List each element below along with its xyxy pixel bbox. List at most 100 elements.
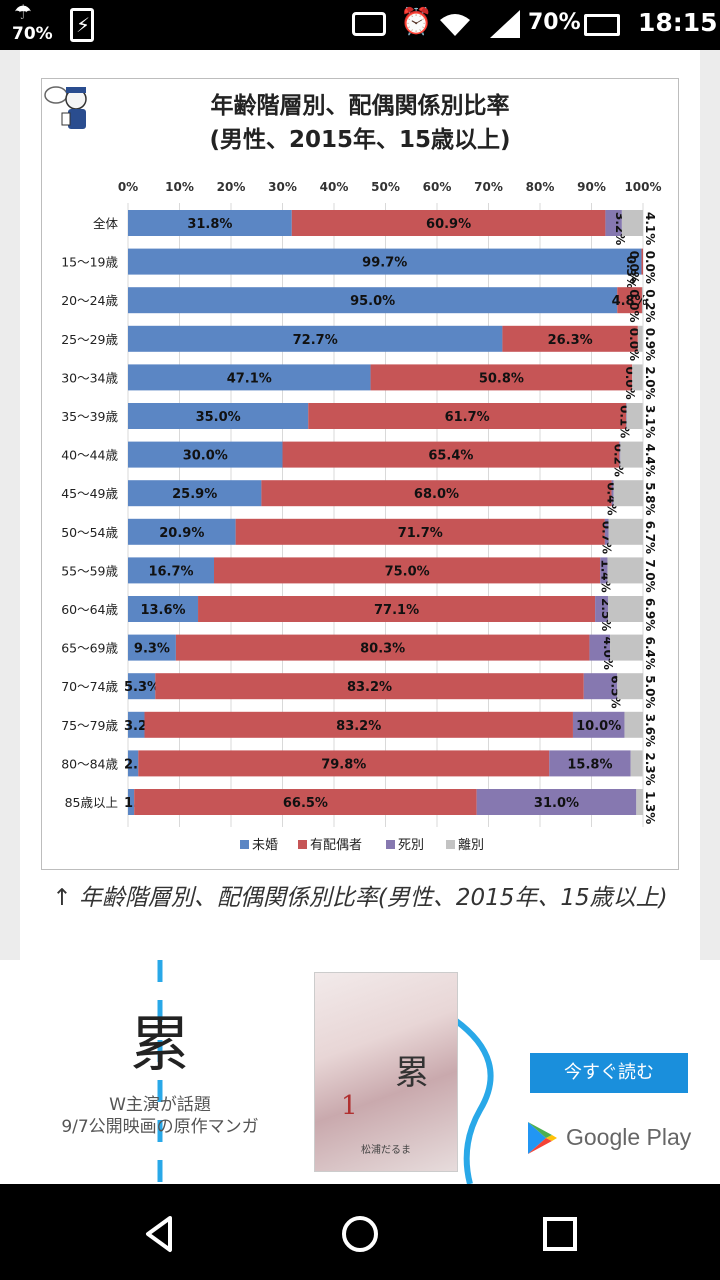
category-label: 85歳以上 xyxy=(65,795,118,810)
data-label: 13.6% xyxy=(140,603,185,618)
bar-segment xyxy=(626,403,627,429)
bar-segment xyxy=(502,325,638,352)
category-label: 75〜79歳 xyxy=(61,718,118,733)
data-label: 0.0% xyxy=(627,289,641,322)
data-label: 0.0% xyxy=(627,251,641,284)
data-label: 6.9% xyxy=(643,598,657,631)
bar-segment xyxy=(617,673,643,700)
bar-segment xyxy=(128,441,283,468)
read-now-button[interactable]: 今すぐ読む xyxy=(530,1053,688,1093)
bar-segment xyxy=(128,325,503,352)
bar-segment xyxy=(128,480,262,507)
bar-segment xyxy=(144,711,573,738)
data-label: 35.0% xyxy=(196,410,241,425)
data-label: 6.4% xyxy=(643,637,657,670)
data-label: 10.0% xyxy=(576,719,621,734)
legend-swatch xyxy=(240,840,249,849)
bar-segment xyxy=(282,441,620,468)
ad-cover-author: 松浦だるま xyxy=(361,1145,411,1156)
legend-label: 死別 xyxy=(398,838,424,853)
x-tick-label: 30% xyxy=(268,180,297,194)
bar-segment xyxy=(128,557,215,584)
chart-title-line1: 年齢階層別、配偶関係別比率 xyxy=(210,93,510,119)
chart-title: 年齢階層別、配偶関係別比率 (男性、2015年、15歳以上) xyxy=(42,89,678,157)
bar-segment xyxy=(641,287,643,314)
recents-icon[interactable] xyxy=(540,1214,580,1254)
data-label: 72.7% xyxy=(293,333,338,348)
x-tick-label: 80% xyxy=(526,180,555,194)
back-icon[interactable] xyxy=(140,1214,180,1254)
x-tick-label: 0% xyxy=(118,180,138,194)
bar-segment xyxy=(607,557,644,584)
data-label: 80.3% xyxy=(360,642,405,657)
home-icon[interactable] xyxy=(340,1214,380,1254)
data-label: 16.7% xyxy=(148,564,193,579)
data-label: 68.0% xyxy=(414,487,459,502)
data-label: 5.0% xyxy=(643,675,657,708)
google-play-badge[interactable]: Google Play xyxy=(526,1118,696,1158)
legend-swatch xyxy=(446,840,455,849)
category-label: 20〜24歳 xyxy=(61,293,118,308)
data-label: 83.2% xyxy=(336,719,381,734)
bar-segment xyxy=(611,480,614,507)
legend-swatch xyxy=(298,840,307,849)
bar-segment xyxy=(308,403,627,429)
alarm-icon: ⏰ xyxy=(400,7,433,37)
bar-segment xyxy=(607,596,644,622)
bar-segment xyxy=(128,750,139,777)
bar-segment xyxy=(128,789,135,815)
data-label: 7.0% xyxy=(643,559,657,592)
data-label: 2.3% xyxy=(643,752,657,785)
bar-segment xyxy=(572,711,625,738)
bar-segment xyxy=(291,210,606,236)
x-tick-label: 50% xyxy=(371,180,400,194)
bar-segment xyxy=(583,673,618,700)
bar-segment xyxy=(128,673,156,700)
bar-segment xyxy=(370,364,633,391)
chart-frame: 年齢階層別、配偶関係別比率 (男性、2015年、15歳以上) 0% 10% 20% 3… xyxy=(41,78,679,870)
bar-segment xyxy=(175,634,590,661)
x-tick-label: 60% xyxy=(423,180,452,194)
data-label: 20.9% xyxy=(159,526,204,541)
bar-segment xyxy=(128,364,371,391)
bar-segment xyxy=(128,711,145,738)
data-label: 77.1% xyxy=(374,603,419,618)
data-label: 0.2% xyxy=(643,289,657,322)
data-label: 71.7% xyxy=(398,526,443,541)
charging-battery-icon: ⚡ xyxy=(70,8,94,42)
bar-segment xyxy=(600,557,608,584)
category-label: 70〜74歳 xyxy=(61,679,118,694)
data-label: 31.8% xyxy=(187,217,232,232)
bar-segment xyxy=(138,750,550,777)
x-tick-label: 40% xyxy=(320,180,349,194)
category-label: 65〜69歳 xyxy=(61,641,118,656)
x-tick-label: 20% xyxy=(217,180,246,194)
bar-segment xyxy=(641,248,643,275)
ad-decoration-lines xyxy=(157,960,494,1184)
ad-book-cover[interactable]: 累 1 松浦だるま xyxy=(314,972,458,1172)
ad-cover-volume: 1 xyxy=(341,1091,358,1121)
umbrella-icon: ☂ xyxy=(14,0,32,24)
bar-segment xyxy=(605,210,622,236)
data-label: 1.3% xyxy=(643,791,657,824)
x-tick-label: 10% xyxy=(165,180,194,194)
data-label: 50.8% xyxy=(479,371,524,386)
data-label: 31.0% xyxy=(534,796,579,811)
bar-segment xyxy=(476,789,637,815)
status-bar: ☂ 70% ⚡ ⏰ 70% 18:15 xyxy=(0,0,720,50)
data-label: 4.1% xyxy=(643,212,657,245)
data-label: 15.8% xyxy=(567,757,612,772)
category-label: 30〜34歳 xyxy=(61,370,118,385)
battery-left-text: 70% xyxy=(12,24,53,44)
bar-segment xyxy=(128,287,618,314)
bar-segment xyxy=(637,325,643,352)
bar-segment xyxy=(128,596,199,622)
legend-label: 離別 xyxy=(458,838,484,853)
data-label: 9.3% xyxy=(134,642,170,657)
x-tick-label: 70% xyxy=(474,180,503,194)
signal-icon xyxy=(490,10,520,38)
bar-segment xyxy=(619,441,621,468)
data-label: 0.0% xyxy=(643,251,657,284)
legend-label: 未婚 xyxy=(252,838,278,853)
ad-subtitle: 9/7公開映画の原作マンガ xyxy=(61,1117,259,1137)
